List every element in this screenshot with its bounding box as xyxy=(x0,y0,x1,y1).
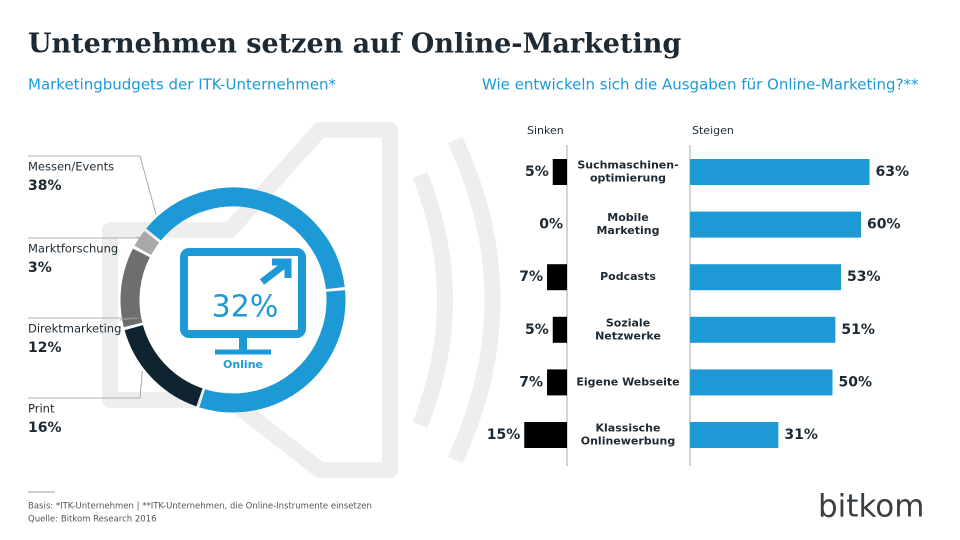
bar xyxy=(690,422,779,448)
category-label: Eigene Webseite xyxy=(576,375,679,388)
value-label: 7% xyxy=(519,269,543,285)
value-label: 50% xyxy=(839,374,873,390)
footnote: Basis: *ITK-Unternehmen | **ITK-Unterneh… xyxy=(28,502,372,512)
center-value-label: 32% xyxy=(212,290,279,325)
bar xyxy=(690,316,836,343)
value-label: 15% xyxy=(487,427,521,443)
leader-line xyxy=(28,155,157,215)
value-label: 5% xyxy=(525,322,549,338)
value-label: 51% xyxy=(841,322,875,338)
category-label: Klassische Onlinewerbung xyxy=(581,422,675,448)
page-title: Unternehmen setzen auf Online-Marketing xyxy=(28,29,681,60)
donut-segment xyxy=(134,230,160,256)
bar xyxy=(524,422,567,448)
value-label: 60% xyxy=(867,217,901,233)
donut-segment xyxy=(199,290,346,413)
center-category-label: Online xyxy=(223,358,263,371)
donut-segment xyxy=(120,248,150,328)
category-label: Suchmaschinen-optimierung xyxy=(577,159,678,185)
bar xyxy=(547,264,567,291)
series-header: Sinken xyxy=(527,124,564,137)
chart-subtitle: Wie entwickeln sich die Ausgaben für Onl… xyxy=(482,76,919,94)
value-label: 63% xyxy=(876,164,910,180)
bar xyxy=(690,369,833,396)
logo: bitkom xyxy=(818,489,924,525)
leader-line xyxy=(28,317,141,321)
bar xyxy=(552,159,567,185)
bar xyxy=(552,316,567,343)
category-label: Print xyxy=(28,402,55,416)
value-label: 38% xyxy=(28,178,62,194)
category-label: Podcasts xyxy=(600,270,656,283)
category-label: Marktforschung xyxy=(28,242,118,256)
leader-line xyxy=(28,370,143,399)
value-label: 12% xyxy=(28,340,62,356)
value-label: 5% xyxy=(525,164,549,180)
series-header: Steigen xyxy=(692,124,734,137)
footnote: Quelle: Bitkom Research 2016 xyxy=(28,515,156,525)
category-label: Messen/Events xyxy=(28,160,114,174)
bar xyxy=(690,264,842,291)
value-label: 3% xyxy=(28,260,52,276)
leader-line xyxy=(28,236,141,239)
value-label: 7% xyxy=(519,374,543,390)
chart-subtitle: Marketingbudgets der ITK-Unternehmen* xyxy=(28,76,337,94)
category-label: Direktmarketing xyxy=(28,322,121,336)
bar xyxy=(690,211,861,238)
donut-segment xyxy=(124,324,203,407)
category-label: Soziale Netzwerke xyxy=(595,316,661,342)
value-label: 53% xyxy=(847,269,881,285)
monitor-icon xyxy=(180,248,306,355)
value-label: 31% xyxy=(784,427,818,443)
donut-segment xyxy=(146,187,345,290)
category-label: Mobile Marketing xyxy=(596,211,659,237)
value-label: 0% xyxy=(539,217,563,233)
bar xyxy=(690,159,870,185)
bar xyxy=(547,369,567,396)
value-label: 16% xyxy=(28,420,62,436)
